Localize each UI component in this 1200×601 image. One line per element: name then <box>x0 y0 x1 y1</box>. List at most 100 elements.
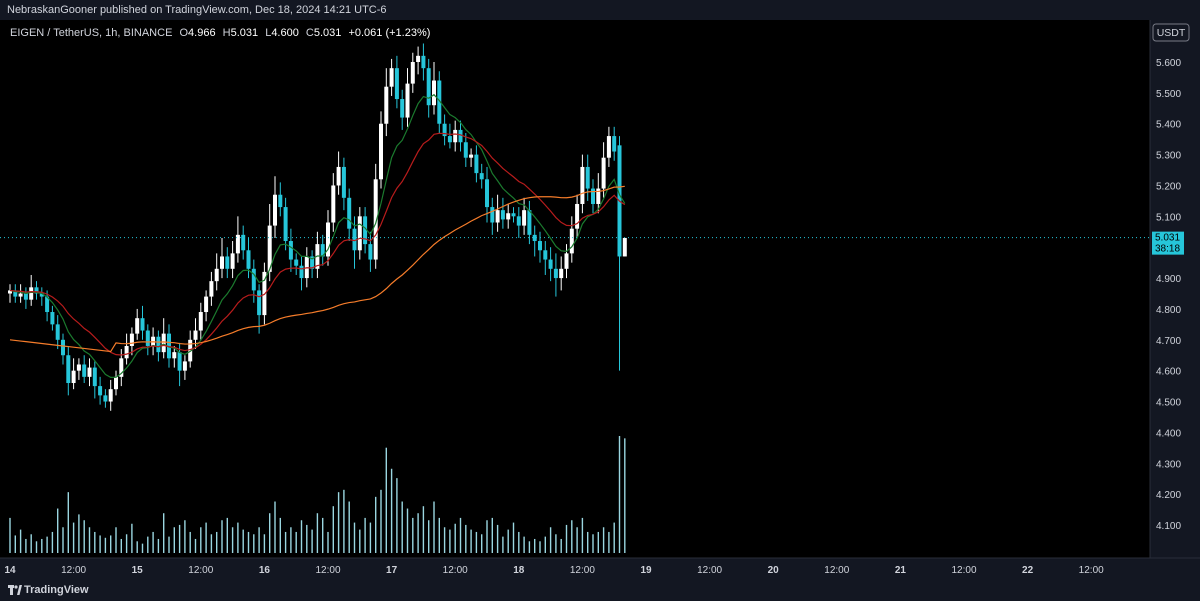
candle-body-54 <box>294 259 299 266</box>
time-tick-4: 16 <box>259 565 271 576</box>
volume-bar-37 <box>205 522 207 553</box>
symbol-legend: EIGEN / TetherUS, 1h, BINANCE O4.966 H5.… <box>10 27 430 39</box>
volume-bar-110 <box>592 534 594 553</box>
candle-body-112 <box>601 157 606 189</box>
volume-bar-102 <box>549 527 552 553</box>
time-tick-17: 12:00 <box>1079 565 1104 576</box>
candle-body-53 <box>288 241 293 260</box>
volume-layer <box>9 436 626 553</box>
price-axis[interactable] <box>1150 20 1200 558</box>
candle-body-33 <box>182 361 187 371</box>
candle-body-46 <box>251 268 256 291</box>
time-axis[interactable] <box>0 558 1200 580</box>
candle-body-114 <box>612 136 617 152</box>
volume-bar-108 <box>581 517 584 553</box>
time-axis-ticks: 14 12:00 15 12:00 16 12:00 17 12:00 18 12:00 19 12:… <box>4 565 1104 576</box>
volume-bar-11 <box>67 492 69 553</box>
legend-symbol: EIGEN / TetherUS, 1h, BINANCE <box>10 27 172 39</box>
volume-bar-5 <box>35 541 38 553</box>
candle-body-30 <box>167 333 171 359</box>
candle-body-0 <box>8 290 12 294</box>
candle-body-113 <box>606 136 611 158</box>
candle-body-10 <box>61 339 65 356</box>
candle-body-89 <box>479 173 484 180</box>
candle-body-29 <box>161 333 166 353</box>
volume-bar-15 <box>88 527 91 553</box>
candle-body-71 <box>384 86 389 124</box>
volume-bar-19 <box>110 535 112 553</box>
publish-line: NebraskanGooner published on TradingView… <box>7 4 387 16</box>
tradingview-logo-icon <box>8 585 22 595</box>
plot-area[interactable] <box>0 20 1150 558</box>
candle-body-69 <box>373 179 378 260</box>
currency-button[interactable] <box>1152 23 1190 42</box>
volume-bar-84 <box>454 523 456 553</box>
volume-bar-36 <box>200 527 202 553</box>
volume-bar-23 <box>131 523 133 553</box>
candle-body-37 <box>204 296 209 313</box>
volume-bar-111 <box>597 531 599 553</box>
candle-body-99 <box>532 234 537 242</box>
candle-body-90 <box>485 179 489 208</box>
legend-change: +0.061 (+1.23%) <box>348 27 430 39</box>
last-price-value: 5.031 <box>1155 233 1180 244</box>
volume-bar-107 <box>576 527 578 553</box>
candle-body-60 <box>326 222 330 257</box>
legend-low-value: 4.600 <box>271 27 299 39</box>
candle-body-82 <box>442 123 447 137</box>
candle-body-43 <box>235 234 240 254</box>
candle-body-47 <box>257 290 262 316</box>
price-tick-12: 4.300 <box>1156 459 1181 470</box>
candle-body-88 <box>474 154 479 174</box>
last-price-countdown: 38:18 <box>1155 244 1180 255</box>
candle-body-44 <box>241 234 246 251</box>
volume-bar-72 <box>390 468 393 553</box>
volume-bar-7 <box>46 536 48 553</box>
volume-bar-26 <box>147 536 149 553</box>
volume-bar-70 <box>380 489 382 553</box>
candle-body-34 <box>188 339 193 362</box>
volume-bar-34 <box>189 531 191 553</box>
candle-body-74 <box>400 99 405 118</box>
publish-header: NebraskanGooner published on TradingView… <box>0 0 1200 20</box>
candle-body-11 <box>66 355 71 384</box>
time-tick-1: 12:00 <box>61 565 86 576</box>
last-price-tag-bg <box>1152 231 1184 255</box>
volume-bar-48 <box>263 534 266 553</box>
candle-body-85 <box>458 129 463 143</box>
volume-bar-76 <box>412 517 414 553</box>
volume-bar-77 <box>417 513 419 553</box>
volume-bar-101 <box>544 536 546 553</box>
volume-bar-109 <box>587 531 589 553</box>
volume-bar-74 <box>401 501 403 553</box>
candle-body-14 <box>82 364 87 377</box>
time-tick-16: 22 <box>1022 565 1034 576</box>
volume-bar-88 <box>475 531 478 553</box>
volume-bar-30 <box>168 536 170 553</box>
currency-button-label[interactable]: USDT <box>1157 27 1186 39</box>
candle-body-31 <box>172 352 177 359</box>
volume-bar-24 <box>136 541 138 553</box>
candle-body-49 <box>267 225 272 272</box>
volume-bar-95 <box>512 522 515 553</box>
candle-body-107 <box>575 203 580 229</box>
price-chart[interactable]: 5.600 5.500 5.400 5.300 5.200 5.100 4.900 4.800… <box>0 20 1200 580</box>
candle-body-62 <box>336 166 341 186</box>
price-tick-5: 5.100 <box>1156 212 1181 223</box>
time-tick-3: 12:00 <box>188 565 213 576</box>
volume-bar-50 <box>274 501 276 553</box>
volume-bar-6 <box>41 538 43 553</box>
legend-high-label: H <box>223 27 231 39</box>
volume-bar-1 <box>14 535 16 553</box>
candle-body-36 <box>198 312 203 331</box>
volume-bar-56 <box>306 524 308 553</box>
time-tick-11: 12:00 <box>697 565 722 576</box>
legend-high-value: 5.031 <box>231 27 259 39</box>
candle-body-98 <box>527 210 532 235</box>
volume-bar-64 <box>348 501 350 553</box>
candle-body-65 <box>352 228 357 251</box>
volume-bar-42 <box>231 527 234 553</box>
candle-body-13 <box>76 364 81 371</box>
price-tick-4: 5.200 <box>1156 181 1181 192</box>
volume-bar-27 <box>152 531 154 553</box>
